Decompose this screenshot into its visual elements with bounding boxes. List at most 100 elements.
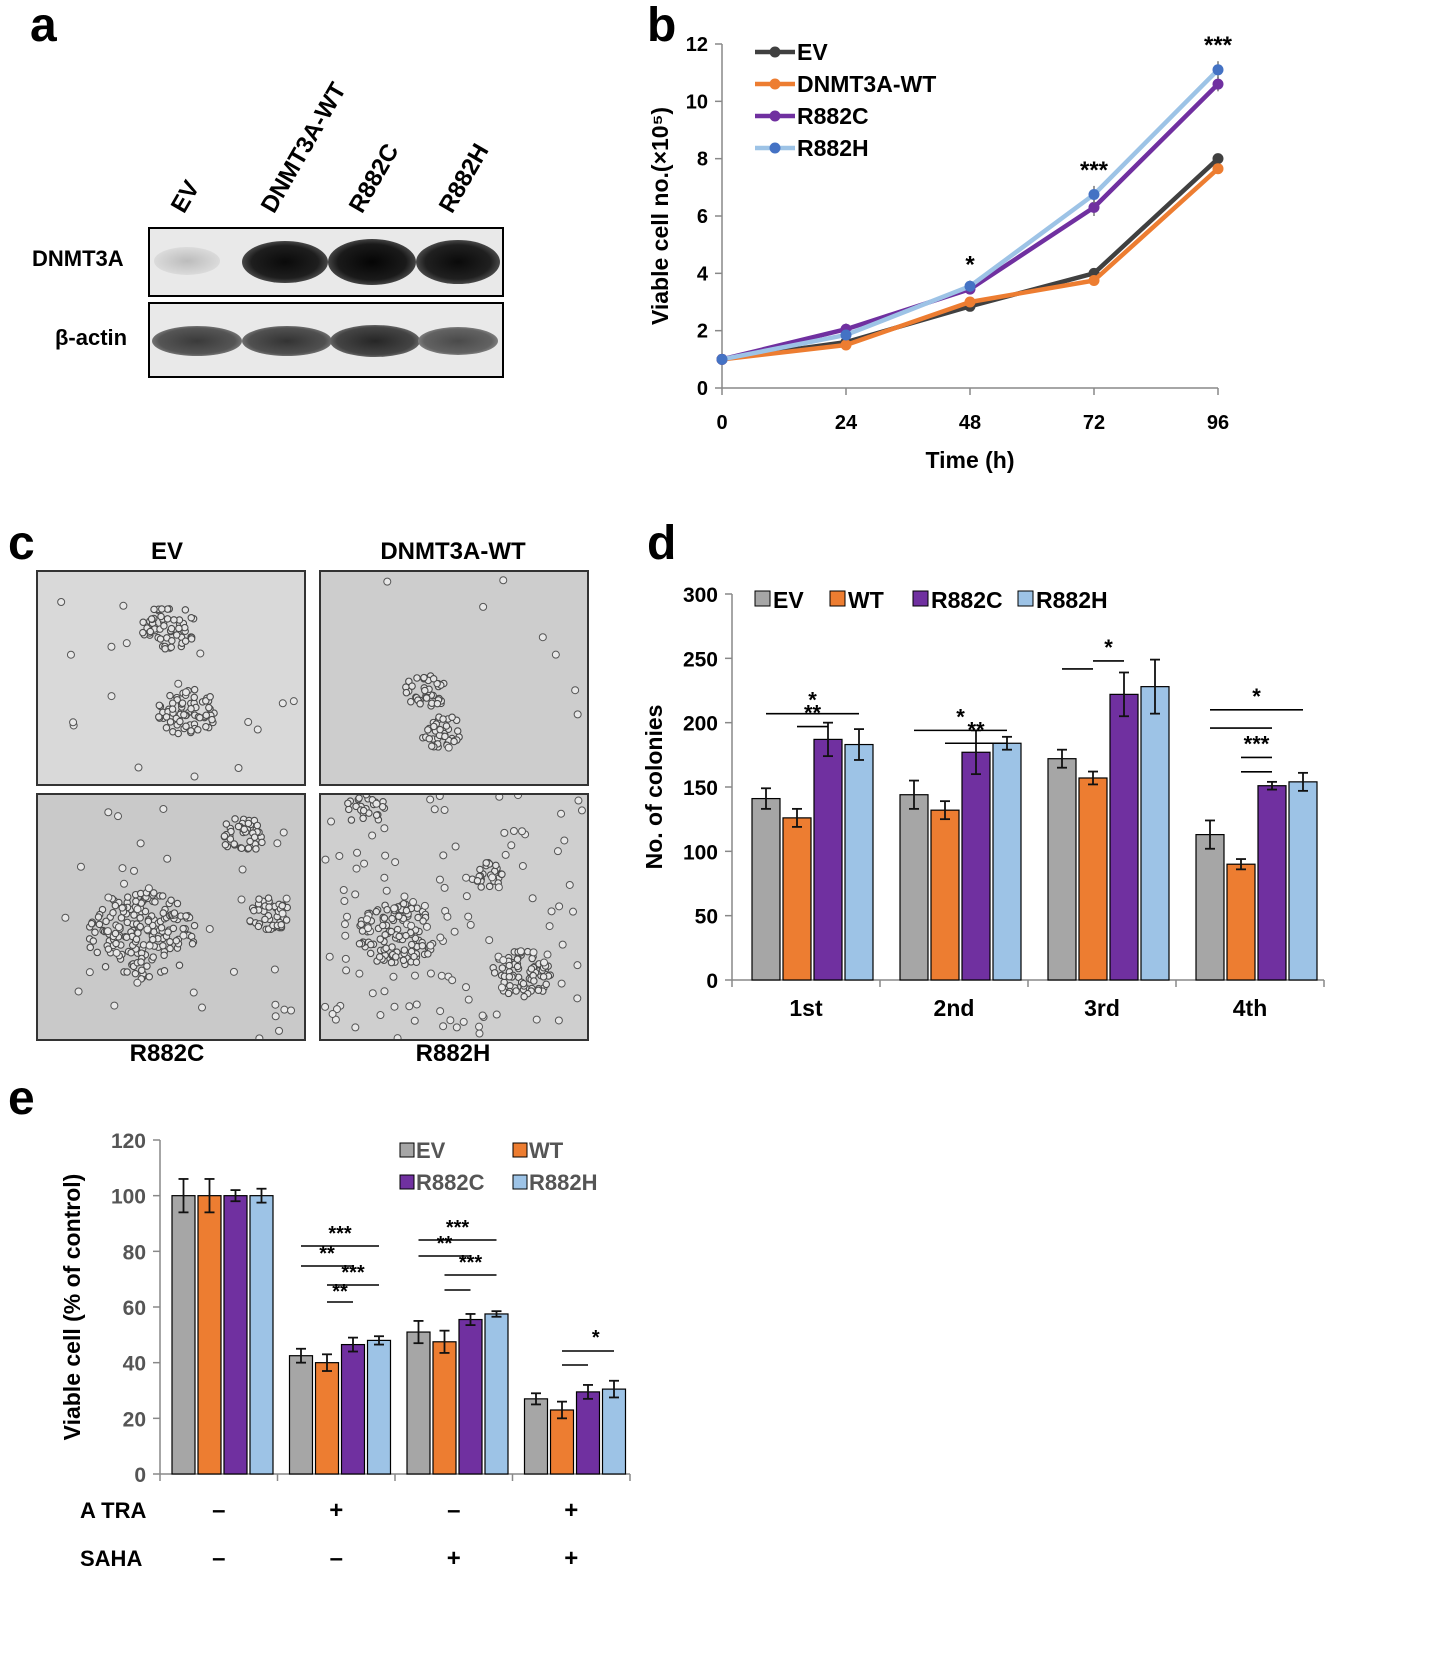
cell (513, 988, 519, 994)
cell (467, 921, 474, 928)
cell (329, 1010, 336, 1017)
cell (207, 694, 213, 700)
cell (356, 970, 363, 977)
cell (530, 949, 537, 956)
cell (373, 908, 379, 914)
cell (182, 638, 188, 644)
cell (369, 832, 376, 839)
cell (480, 603, 487, 610)
cell (431, 723, 437, 729)
category-label-3rd: 3rd (1084, 995, 1120, 1021)
cell (173, 938, 179, 944)
cell (369, 990, 376, 997)
cell (548, 908, 555, 915)
cell (519, 828, 526, 835)
cell (159, 606, 165, 612)
cell (427, 942, 434, 949)
band-wt-actin (242, 326, 332, 356)
cell (203, 723, 209, 729)
x-tick-label: 96 (1207, 412, 1229, 434)
cell (570, 908, 577, 915)
cell (206, 925, 213, 932)
y-tick-label: 12 (686, 34, 708, 56)
cell (182, 607, 188, 613)
cell (265, 895, 271, 901)
cell (451, 738, 457, 744)
cell (148, 616, 154, 622)
cell (175, 730, 181, 736)
cell (86, 969, 93, 976)
cell (170, 925, 176, 931)
cell (271, 966, 278, 973)
cell (501, 829, 508, 836)
cell (112, 902, 118, 908)
cell (158, 925, 164, 931)
cell (465, 996, 472, 1003)
cell (463, 984, 470, 991)
cell (75, 988, 82, 995)
treatment-mark: + (564, 1497, 578, 1524)
data-point-r882h (841, 329, 852, 340)
bar-wt (551, 1410, 574, 1474)
band-r882h-dnmt3a (416, 240, 500, 284)
cell (340, 887, 347, 894)
cell (162, 646, 168, 652)
bar-r882h (845, 745, 873, 980)
cell (574, 711, 581, 718)
cell (506, 962, 512, 968)
cell (188, 728, 194, 734)
legend-swatch-r882c (400, 1175, 414, 1189)
cell (94, 949, 100, 955)
cell (529, 895, 536, 902)
blot-row-label-beta-actin: β-actin (55, 325, 127, 351)
cell (132, 970, 138, 976)
legend-marker-r882c (770, 111, 781, 122)
band-r882c-dnmt3a (328, 239, 416, 285)
cell (150, 954, 156, 960)
cell (353, 865, 360, 872)
micrograph-ev (36, 570, 306, 786)
cell (322, 1003, 329, 1010)
cell (354, 849, 361, 856)
cell (406, 1003, 413, 1010)
cell (463, 893, 470, 900)
cell (528, 966, 534, 972)
bar-r882c (1258, 786, 1286, 980)
cell (137, 915, 143, 921)
bar-wt (316, 1363, 339, 1474)
cell (133, 936, 139, 942)
cell (403, 907, 409, 913)
data-point-r882h (717, 354, 728, 365)
y-tick-label: 120 (111, 1130, 146, 1153)
bar-r882h (485, 1314, 508, 1474)
cell (519, 862, 526, 869)
micrograph-title-dnmt3a-wt: DNMT3A-WT (308, 538, 598, 566)
data-point-r882c (1213, 79, 1224, 90)
cell (276, 1027, 283, 1034)
bar-ev (172, 1196, 195, 1474)
cell (388, 928, 394, 934)
cell (111, 1002, 118, 1009)
cell (105, 894, 112, 901)
significance-label: *** (328, 1223, 352, 1245)
y-axis-label: Viable cell (% of control) (60, 1174, 85, 1441)
cell (253, 846, 259, 852)
legend-label-ev: EV (797, 39, 828, 65)
legend-marker-r882h (770, 143, 781, 154)
cell (486, 937, 493, 944)
cell (137, 840, 144, 847)
cell (135, 930, 141, 936)
cell (238, 896, 245, 903)
x-tick-label: 72 (1083, 412, 1105, 434)
y-tick-label: 200 (683, 713, 718, 736)
cell (455, 728, 461, 734)
cell (238, 845, 244, 851)
cell (164, 616, 170, 622)
cell (520, 980, 526, 986)
cell (160, 893, 166, 899)
cell (180, 932, 187, 939)
cell (510, 827, 517, 834)
cell (478, 884, 484, 890)
cell (381, 825, 388, 832)
cell (431, 806, 438, 813)
